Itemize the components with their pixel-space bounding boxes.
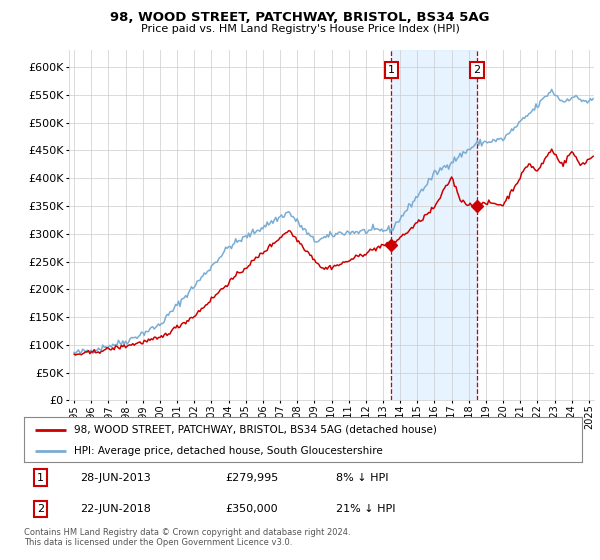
Text: 1: 1: [388, 64, 395, 74]
Text: HPI: Average price, detached house, South Gloucestershire: HPI: Average price, detached house, Sout…: [74, 446, 383, 456]
Bar: [391, 50, 477, 400]
Text: 21% ↓ HPI: 21% ↓ HPI: [337, 504, 396, 514]
Text: Contains HM Land Registry data © Crown copyright and database right 2024.
This d: Contains HM Land Registry data © Crown c…: [24, 528, 350, 547]
Text: 28-JUN-2013: 28-JUN-2013: [80, 473, 151, 483]
Text: £350,000: £350,000: [225, 504, 278, 514]
Text: 2: 2: [473, 64, 481, 74]
Text: 98, WOOD STREET, PATCHWAY, BRISTOL, BS34 5AG: 98, WOOD STREET, PATCHWAY, BRISTOL, BS34…: [110, 11, 490, 24]
Text: 2: 2: [37, 504, 44, 514]
Text: 8% ↓ HPI: 8% ↓ HPI: [337, 473, 389, 483]
Text: 22-JUN-2018: 22-JUN-2018: [80, 504, 151, 514]
Text: 98, WOOD STREET, PATCHWAY, BRISTOL, BS34 5AG (detached house): 98, WOOD STREET, PATCHWAY, BRISTOL, BS34…: [74, 424, 437, 435]
Text: Price paid vs. HM Land Registry's House Price Index (HPI): Price paid vs. HM Land Registry's House …: [140, 24, 460, 34]
Text: £279,995: £279,995: [225, 473, 278, 483]
Text: 1: 1: [37, 473, 44, 483]
